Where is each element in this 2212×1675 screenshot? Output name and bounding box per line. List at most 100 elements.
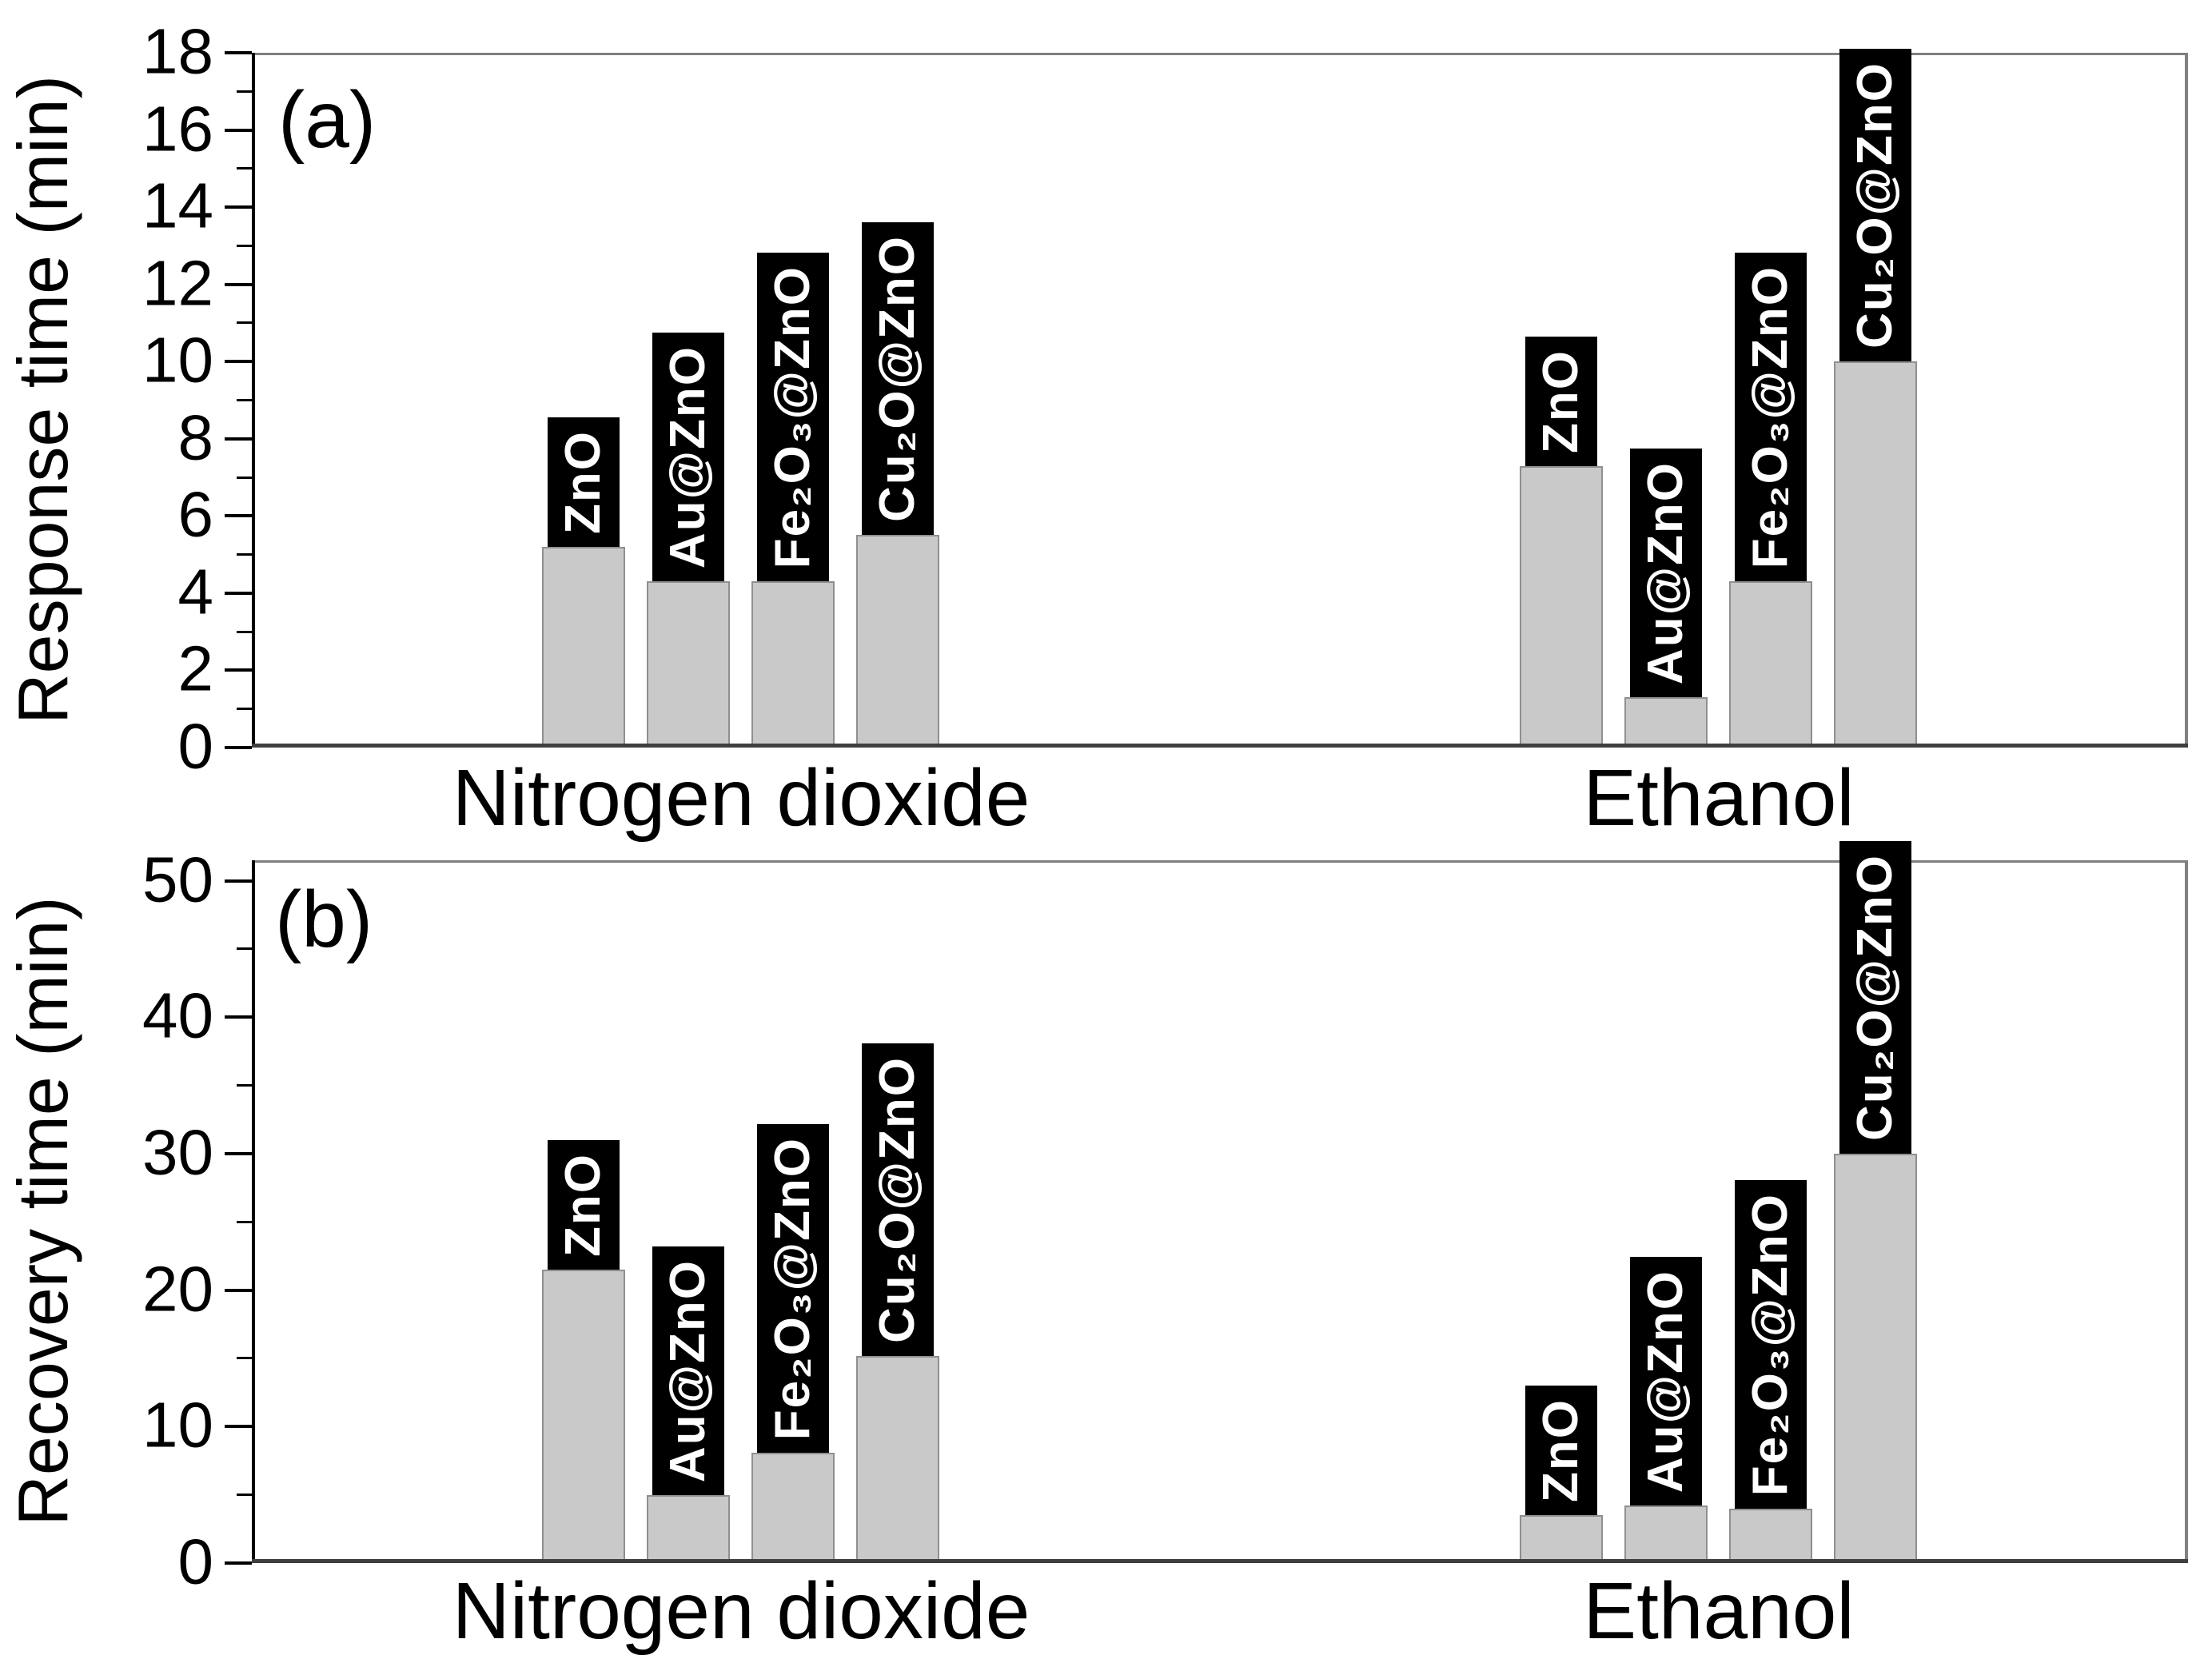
bar bbox=[1729, 1509, 1812, 1563]
bar-label-box: Fe₂O₃@ZnO bbox=[1735, 1179, 1807, 1509]
bar bbox=[1624, 697, 1708, 748]
y-major-tick bbox=[225, 360, 252, 364]
bar-label-box: Cu₂O@ZnO bbox=[1839, 49, 1911, 361]
y-major-tick bbox=[225, 514, 252, 518]
y-major-tick bbox=[225, 1561, 252, 1565]
bar-label-box: Cu₂O@ZnO bbox=[862, 222, 934, 535]
y-minor-tick bbox=[237, 476, 252, 479]
bar-label-text: Au@ZnO bbox=[1638, 461, 1693, 684]
y-axis-title-response-time: Response time (min) bbox=[3, 75, 82, 724]
bar-label-box: ZnO bbox=[548, 417, 620, 547]
bar-label-text: ZnO bbox=[1533, 1398, 1588, 1502]
y-minor-tick bbox=[237, 630, 252, 633]
y-tick-label: 30 bbox=[142, 1116, 213, 1188]
y-major-tick bbox=[225, 591, 252, 595]
category-label-ethanol-a: Ethanol bbox=[1583, 753, 1855, 843]
y-major-tick bbox=[225, 879, 252, 883]
bar bbox=[542, 547, 625, 748]
bar bbox=[856, 1356, 939, 1563]
bar bbox=[1520, 466, 1603, 748]
bar-label-text: Cu₂O@ZnO bbox=[1847, 62, 1903, 349]
y-minor-tick bbox=[237, 321, 252, 325]
plot-area-a: 0 2 4 6 8 10 12 14 16 18 ZnO Au@ZnO Fe₂O₃@ZnO Cu₂O@Zn… bbox=[142, 19, 2188, 778]
x-axis-baseline bbox=[252, 1559, 2188, 1563]
y-tick-label: 6 bbox=[177, 478, 214, 550]
bar bbox=[1520, 1515, 1603, 1563]
y-major-tick bbox=[225, 437, 252, 441]
bar bbox=[542, 1270, 625, 1563]
y-minor-tick bbox=[237, 167, 252, 170]
plot-frame-top bbox=[252, 53, 2188, 55]
bar bbox=[751, 1453, 835, 1563]
y-major-tick bbox=[225, 1151, 252, 1155]
y-major-tick bbox=[225, 1288, 252, 1292]
bar-label-box: ZnO bbox=[1525, 1386, 1597, 1515]
panel-label-a: (a) bbox=[278, 75, 377, 165]
y-major-tick bbox=[225, 746, 252, 749]
y-minor-tick bbox=[237, 244, 252, 247]
x-axis-baseline bbox=[252, 744, 2188, 748]
y-minor-tick bbox=[237, 1220, 252, 1223]
bar-label-box: Au@ZnO bbox=[1630, 1256, 1702, 1506]
y-tick-label: 0 bbox=[177, 1525, 214, 1597]
y-tick-label: 2 bbox=[177, 632, 214, 704]
y-tick-label: 0 bbox=[177, 710, 214, 782]
y-tick-label: 10 bbox=[142, 324, 213, 396]
category-label-nitrogen-dioxide-a: Nitrogen dioxide bbox=[452, 753, 1030, 843]
bar-label-box: Au@ZnO bbox=[652, 332, 724, 581]
bar-label-text: Au@ZnO bbox=[660, 1258, 715, 1482]
bar bbox=[751, 581, 835, 748]
y-minor-tick bbox=[237, 90, 252, 93]
y-minor-tick bbox=[237, 1494, 252, 1497]
plot-frame-right bbox=[2185, 53, 2188, 748]
y-tick-label: 8 bbox=[177, 401, 214, 473]
y-axis-spine bbox=[252, 860, 255, 1563]
bar bbox=[1834, 1154, 1917, 1563]
bar-label-box: Cu₂O@ZnO bbox=[862, 1043, 934, 1356]
bar-label-text: Cu₂O@ZnO bbox=[870, 235, 925, 522]
bar-label-box: ZnO bbox=[548, 1140, 620, 1270]
y-minor-tick bbox=[237, 399, 252, 401]
category-label-nitrogen-dioxide-b: Nitrogen dioxide bbox=[452, 1566, 1030, 1656]
bar-label-text: Cu₂O@ZnO bbox=[870, 1056, 925, 1343]
y-major-tick bbox=[225, 128, 252, 132]
y-tick-label: 20 bbox=[142, 1253, 213, 1325]
bar bbox=[1624, 1506, 1708, 1563]
bar-label-text: Cu₂O@ZnO bbox=[1847, 854, 1903, 1141]
bar bbox=[647, 581, 730, 748]
y-major-tick bbox=[225, 205, 252, 209]
y-minor-tick bbox=[237, 553, 252, 556]
bar-label-text: Au@ZnO bbox=[1638, 1269, 1693, 1493]
bar-label-box: Fe₂O₃@ZnO bbox=[757, 252, 829, 581]
bar bbox=[1729, 581, 1812, 748]
y-tick-label: 50 bbox=[142, 843, 213, 915]
y-major-tick bbox=[225, 282, 252, 286]
y-minor-tick bbox=[237, 947, 252, 951]
y-tick-label: 16 bbox=[142, 92, 213, 164]
bar-label-text: Fe₂O₃@ZnO bbox=[1743, 265, 1798, 568]
y-axis-spine bbox=[252, 53, 255, 748]
bar-label-text: ZnO bbox=[1533, 349, 1588, 453]
y-major-tick bbox=[225, 668, 252, 672]
bar bbox=[856, 535, 939, 748]
plot-area-b: 0 10 20 30 40 50 ZnO Au@ZnO Fe₂O₃@ZnO Cu₂O@ZnO ZnO… bbox=[142, 841, 2188, 1593]
y-minor-tick bbox=[237, 1357, 252, 1360]
bar bbox=[1834, 361, 1917, 748]
bar-label-box: Au@ZnO bbox=[652, 1246, 724, 1495]
y-tick-label: 18 bbox=[142, 15, 213, 87]
bar-label-text: ZnO bbox=[556, 1153, 611, 1257]
bar-label-box: Fe₂O₃@ZnO bbox=[1735, 252, 1807, 581]
plot-frame-top bbox=[252, 860, 2188, 863]
bar-label-box: Cu₂O@ZnO bbox=[1839, 841, 1911, 1154]
y-axis-title-recovery-time: Recovery time (min) bbox=[3, 896, 82, 1526]
bar-label-box: ZnO bbox=[1525, 337, 1597, 466]
y-major-tick bbox=[225, 1425, 252, 1429]
bar-label-box: Au@ZnO bbox=[1630, 448, 1702, 697]
category-label-ethanol-b: Ethanol bbox=[1583, 1566, 1855, 1656]
bar-label-text: Au@ZnO bbox=[660, 345, 715, 568]
panel-label-b: (b) bbox=[275, 875, 373, 964]
y-major-tick bbox=[225, 1015, 252, 1019]
bar-label-text: Fe₂O₃@ZnO bbox=[765, 265, 820, 568]
bar-label-box: Fe₂O₃@ZnO bbox=[757, 1123, 829, 1453]
